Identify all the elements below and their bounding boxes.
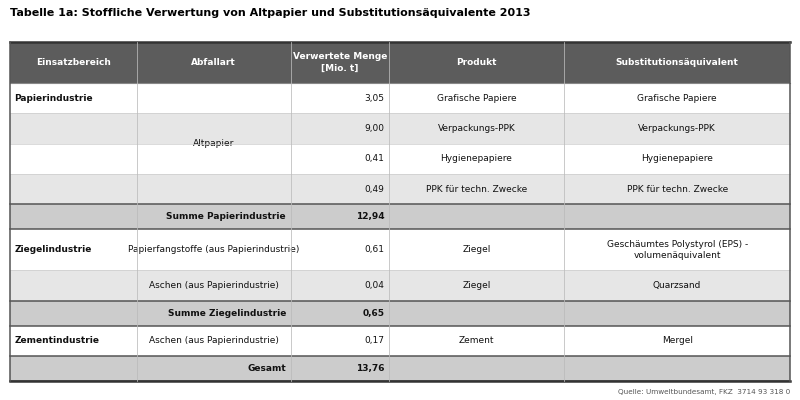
Text: 0,65: 0,65 bbox=[362, 309, 384, 318]
Bar bbox=[10, 204, 137, 229]
Text: 12,94: 12,94 bbox=[356, 212, 384, 221]
Bar bbox=[137, 326, 290, 356]
Text: 0,17: 0,17 bbox=[364, 336, 384, 345]
Bar bbox=[290, 42, 389, 83]
Text: Grafische Papiere: Grafische Papiere bbox=[437, 94, 516, 103]
Bar bbox=[389, 229, 564, 270]
Bar bbox=[290, 229, 389, 270]
Bar bbox=[389, 113, 564, 144]
Text: Aschen (aus Papierindustrie): Aschen (aus Papierindustrie) bbox=[149, 336, 278, 345]
Bar bbox=[137, 83, 290, 113]
Text: Summe Papierindustrie: Summe Papierindustrie bbox=[166, 212, 286, 221]
Text: Altpapier: Altpapier bbox=[193, 139, 234, 148]
Text: Aschen (aus Papierindustrie): Aschen (aus Papierindustrie) bbox=[149, 281, 278, 290]
Bar bbox=[290, 301, 389, 326]
Bar bbox=[389, 204, 564, 229]
Text: Gesamt: Gesamt bbox=[247, 364, 286, 373]
Bar bbox=[10, 113, 137, 144]
Bar bbox=[564, 204, 790, 229]
Text: Verpackungs-PPK: Verpackungs-PPK bbox=[638, 124, 716, 133]
Bar bbox=[290, 113, 389, 144]
Text: 0,49: 0,49 bbox=[364, 185, 384, 194]
Bar bbox=[10, 174, 137, 204]
Text: Ziegelindustrie: Ziegelindustrie bbox=[14, 245, 92, 254]
Text: Verwertete Menge
[Mio. t]: Verwertete Menge [Mio. t] bbox=[293, 52, 387, 73]
Text: 13,76: 13,76 bbox=[356, 364, 384, 373]
Bar bbox=[10, 42, 137, 83]
Bar bbox=[389, 144, 564, 174]
Text: Quarzsand: Quarzsand bbox=[653, 281, 702, 290]
Text: Mergel: Mergel bbox=[662, 336, 693, 345]
Bar bbox=[389, 83, 564, 113]
Bar bbox=[389, 42, 564, 83]
Bar bbox=[389, 301, 564, 326]
Text: Quelle: Umweltbundesamt, FKZ  3714 93 318 0: Quelle: Umweltbundesamt, FKZ 3714 93 318… bbox=[618, 389, 790, 395]
Text: Tabelle 1a: Stoffliche Verwertung von Altpapier und Substitutionsäquivalente 201: Tabelle 1a: Stoffliche Verwertung von Al… bbox=[10, 8, 530, 18]
Bar bbox=[564, 229, 790, 270]
Text: Summe Ziegelindustrie: Summe Ziegelindustrie bbox=[167, 309, 286, 318]
Bar bbox=[137, 204, 290, 229]
Text: Zement: Zement bbox=[458, 336, 494, 345]
Text: Grafische Papiere: Grafische Papiere bbox=[638, 94, 717, 103]
Text: 3,05: 3,05 bbox=[364, 94, 384, 103]
Bar bbox=[389, 270, 564, 301]
Text: Verpackungs-PPK: Verpackungs-PPK bbox=[438, 124, 515, 133]
Bar bbox=[137, 113, 290, 144]
Bar bbox=[564, 42, 790, 83]
Bar bbox=[564, 326, 790, 356]
Bar bbox=[137, 174, 290, 204]
Text: Hygienepapiere: Hygienepapiere bbox=[441, 154, 513, 163]
Text: Ziegel: Ziegel bbox=[462, 281, 490, 290]
Text: Papierfangstoffe (aus Papierindustrie): Papierfangstoffe (aus Papierindustrie) bbox=[128, 245, 299, 254]
Text: PPK für techn. Zwecke: PPK für techn. Zwecke bbox=[626, 185, 728, 194]
Bar bbox=[564, 83, 790, 113]
Bar bbox=[290, 326, 389, 356]
Text: 9,00: 9,00 bbox=[364, 124, 384, 133]
Bar bbox=[564, 113, 790, 144]
Bar bbox=[10, 270, 137, 301]
Text: Ziegel: Ziegel bbox=[462, 245, 490, 254]
Text: 0,61: 0,61 bbox=[364, 245, 384, 254]
Text: PPK für techn. Zwecke: PPK für techn. Zwecke bbox=[426, 185, 527, 194]
Text: Papierindustrie: Papierindustrie bbox=[14, 94, 93, 103]
Bar bbox=[137, 356, 290, 381]
Bar bbox=[290, 356, 389, 381]
Bar bbox=[389, 174, 564, 204]
Bar bbox=[10, 144, 137, 174]
Bar bbox=[290, 270, 389, 301]
Bar bbox=[10, 229, 137, 270]
Bar bbox=[137, 270, 290, 301]
Text: Zementindustrie: Zementindustrie bbox=[14, 336, 99, 345]
Bar bbox=[137, 42, 290, 83]
Text: Substitutionsäquivalent: Substitutionsäquivalent bbox=[616, 58, 738, 67]
Bar bbox=[137, 229, 290, 270]
Bar bbox=[290, 174, 389, 204]
Text: Einsatzbereich: Einsatzbereich bbox=[36, 58, 110, 67]
Bar bbox=[137, 144, 290, 174]
Bar bbox=[564, 174, 790, 204]
Bar bbox=[10, 326, 137, 356]
Bar bbox=[10, 301, 137, 326]
Text: Abfallart: Abfallart bbox=[191, 58, 236, 67]
Bar bbox=[564, 356, 790, 381]
Text: Geschäumtes Polystyrol (EPS) -
volumenäquivalent: Geschäumtes Polystyrol (EPS) - volumenäq… bbox=[606, 240, 748, 260]
Bar bbox=[290, 83, 389, 113]
Text: 0,04: 0,04 bbox=[364, 281, 384, 290]
Text: Hygienepapiere: Hygienepapiere bbox=[642, 154, 713, 163]
Bar bbox=[389, 326, 564, 356]
Bar bbox=[10, 83, 137, 113]
Bar bbox=[10, 356, 137, 381]
Bar bbox=[290, 204, 389, 229]
Bar bbox=[564, 301, 790, 326]
Bar bbox=[564, 270, 790, 301]
Bar bbox=[564, 144, 790, 174]
Bar bbox=[137, 301, 290, 326]
Text: 0,41: 0,41 bbox=[364, 154, 384, 163]
Bar bbox=[290, 144, 389, 174]
Bar bbox=[389, 356, 564, 381]
Text: Produkt: Produkt bbox=[456, 58, 497, 67]
